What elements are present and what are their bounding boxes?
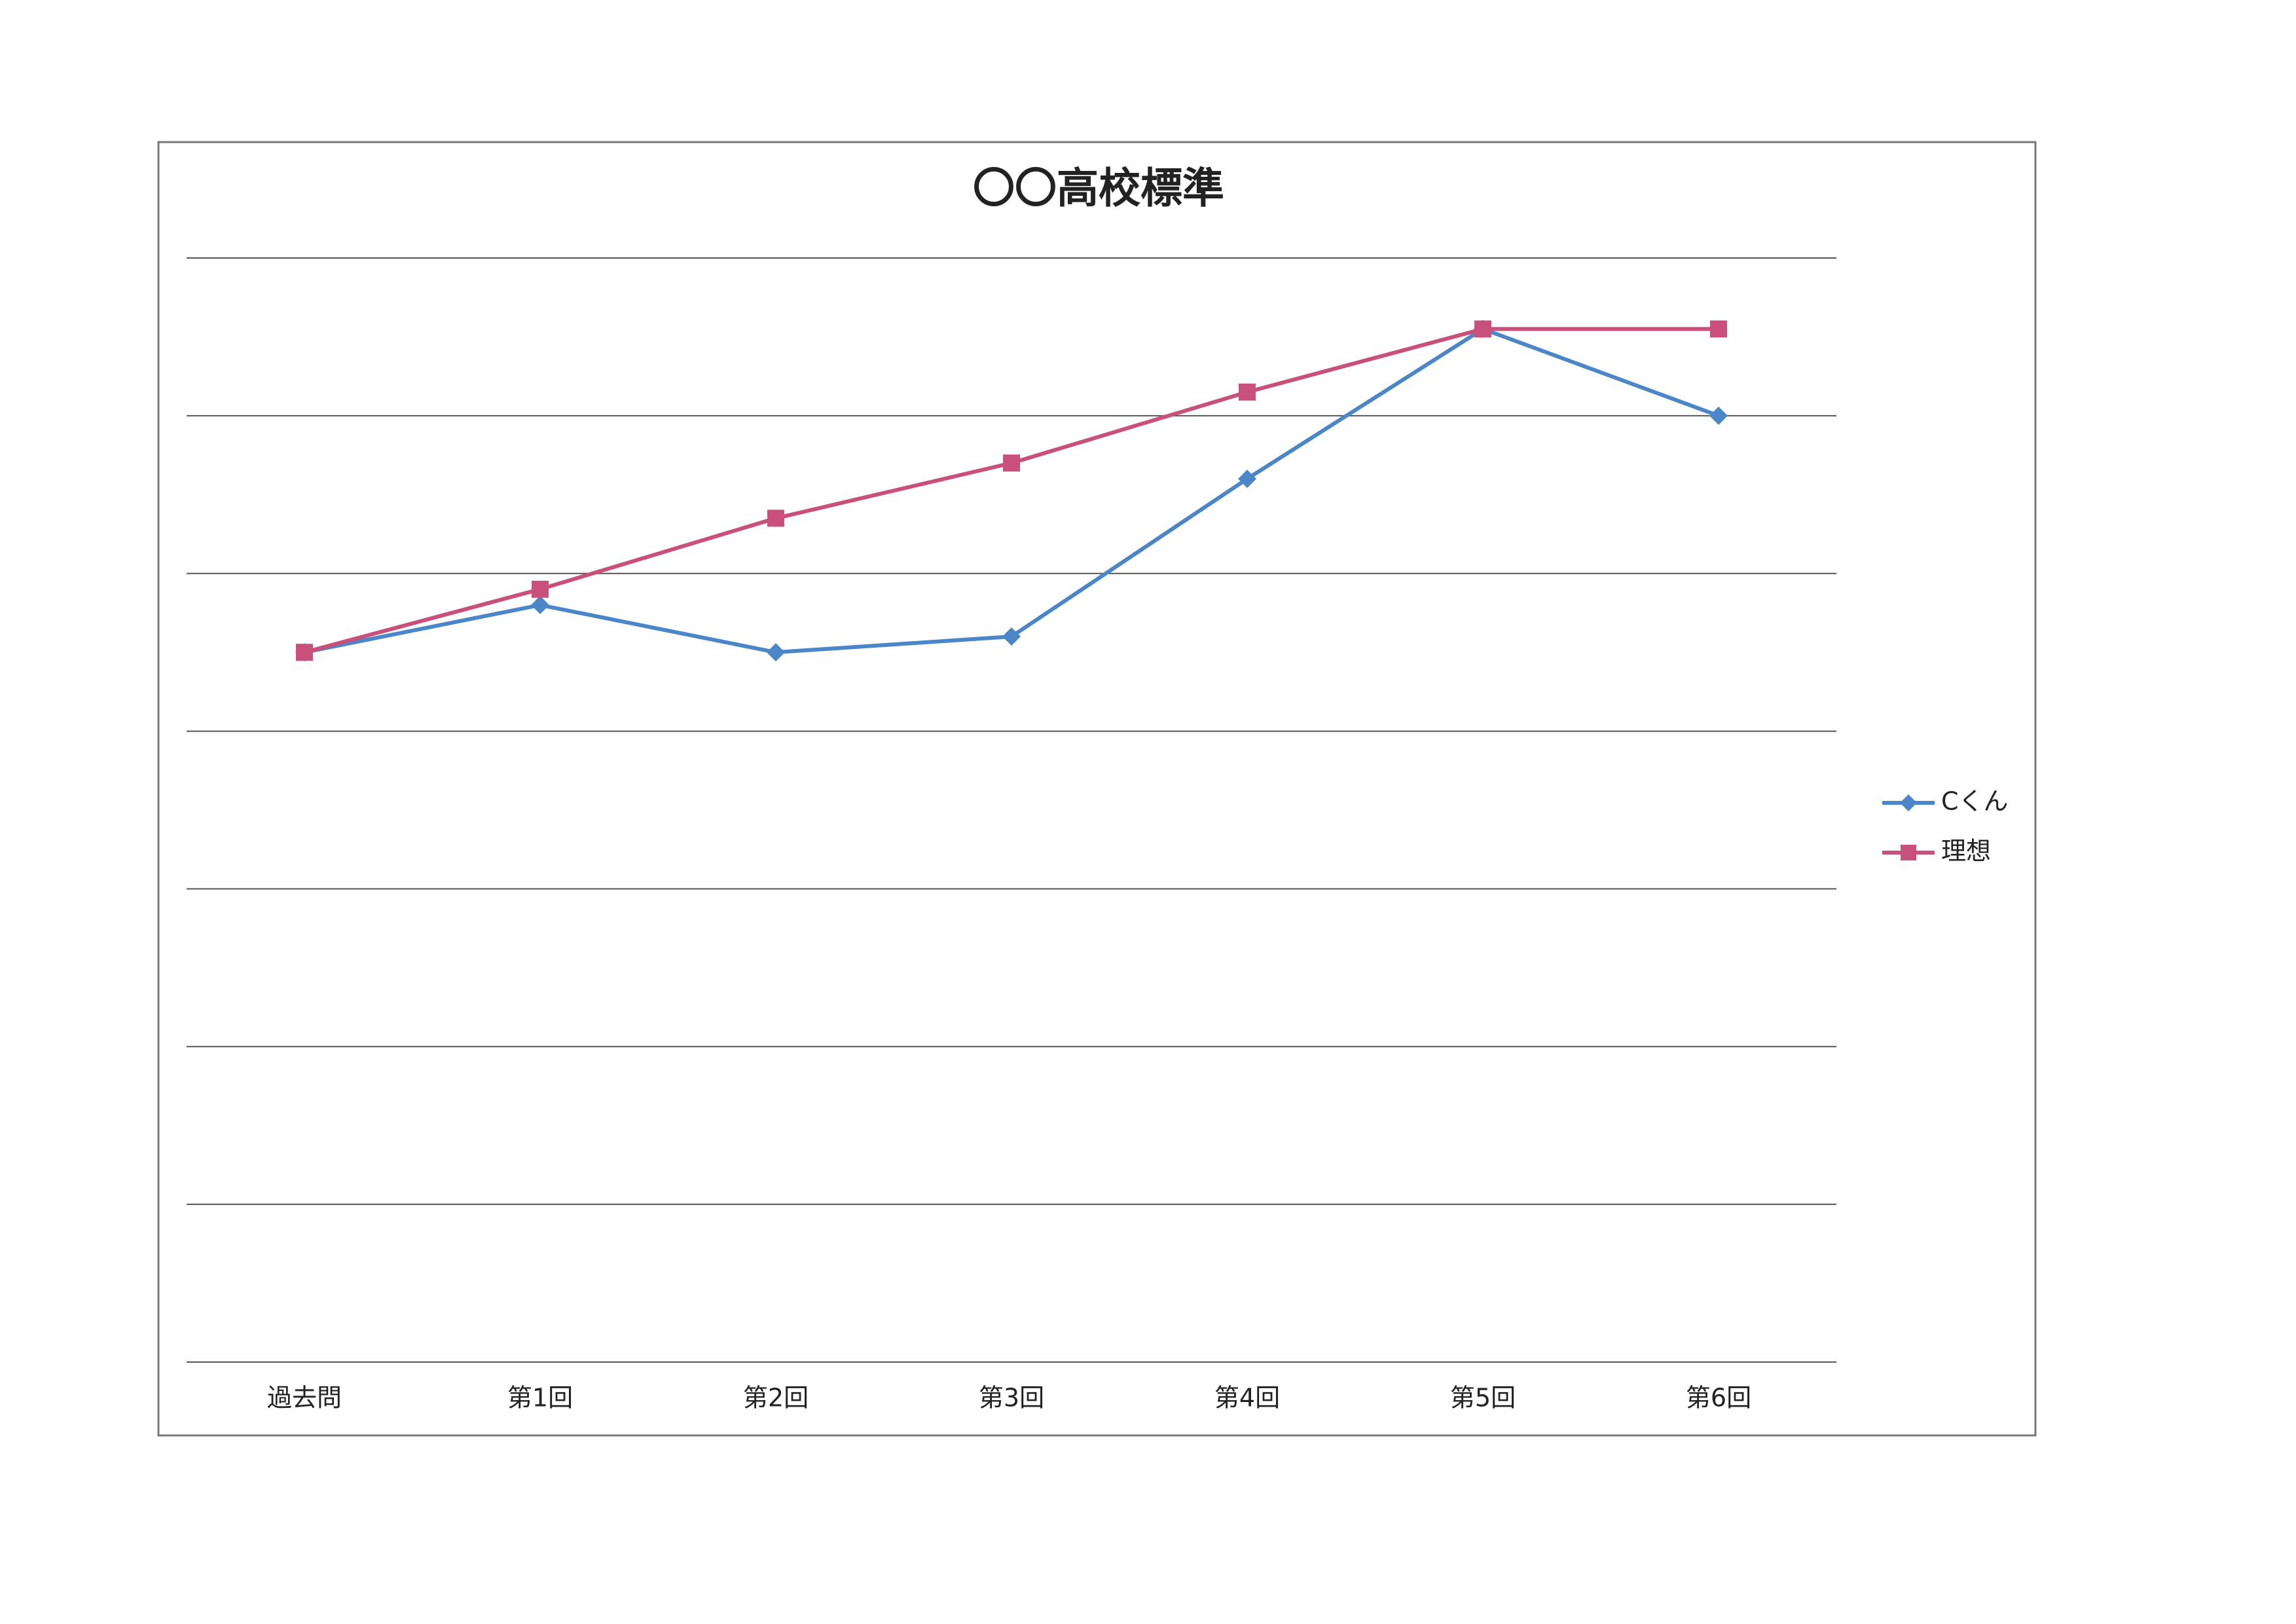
- data-point: [767, 509, 784, 527]
- x-tick-label: 第1回: [507, 1384, 573, 1412]
- data-point: [1238, 470, 1256, 489]
- legend-marker: [1900, 794, 1917, 811]
- data-point: [1474, 320, 1491, 338]
- chart-title: 〇〇高校標準: [973, 165, 1224, 213]
- data-point: [531, 595, 549, 614]
- data-point: [1709, 406, 1728, 425]
- legend-label: 理想: [1941, 837, 1991, 866]
- data-point: [1003, 454, 1020, 472]
- x-tick-label: 第2回: [743, 1384, 809, 1412]
- data-point: [296, 644, 313, 661]
- legend-label: Cくん: [1941, 787, 2009, 816]
- x-tick-label: 第3回: [979, 1384, 1044, 1412]
- data-point: [767, 643, 785, 662]
- data-point: [1239, 383, 1256, 401]
- x-tick-label: 第6回: [1686, 1384, 1751, 1412]
- chart-frame: [157, 141, 2037, 1437]
- legend-marker: [1901, 845, 1916, 860]
- data-point: [1710, 320, 1727, 338]
- data-point: [1002, 627, 1021, 646]
- x-tick-label: 第4回: [1214, 1384, 1280, 1412]
- x-tick-label: 第5回: [1450, 1384, 1516, 1412]
- data-point: [532, 580, 549, 598]
- x-tick-label: 過去問: [267, 1384, 342, 1412]
